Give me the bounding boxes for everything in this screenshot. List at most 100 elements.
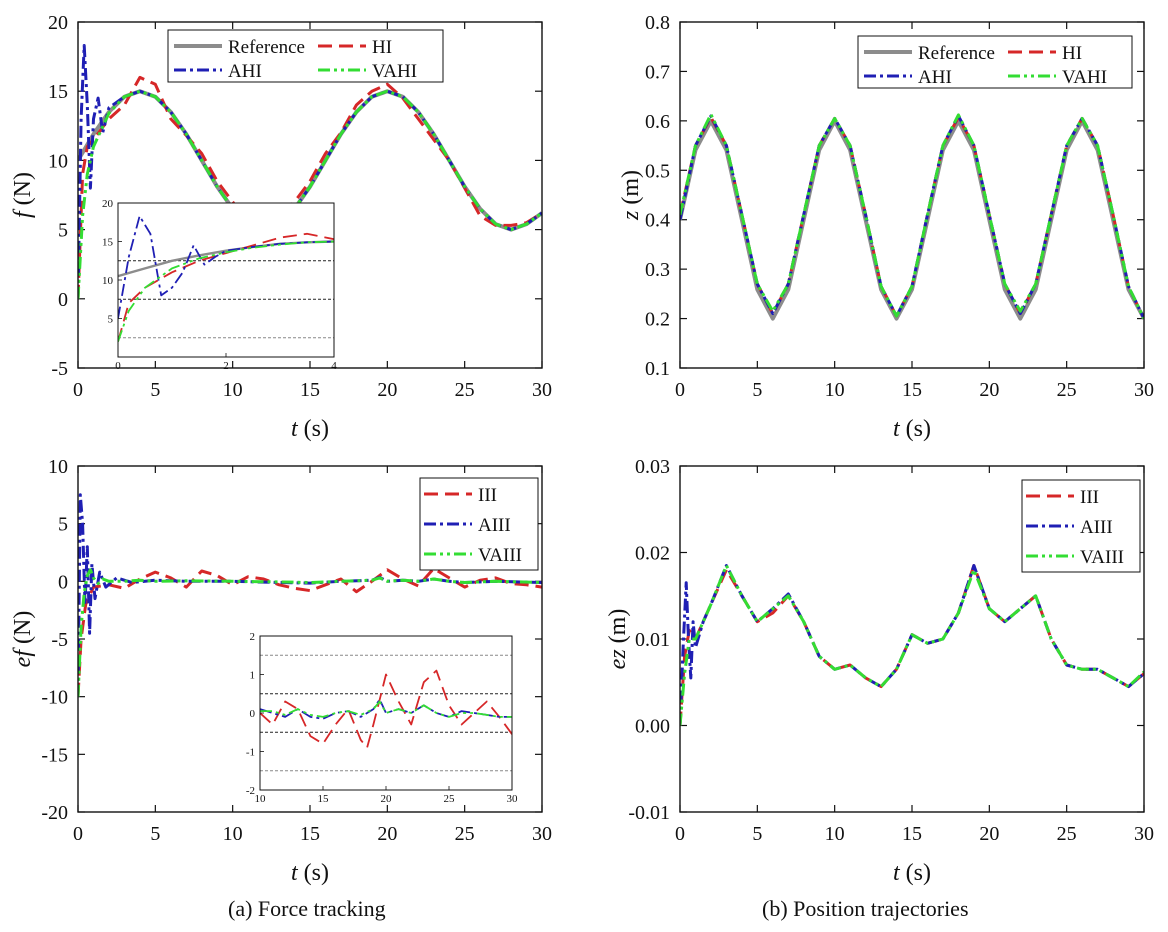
x-tick-label: 0: [675, 823, 685, 845]
series-group: [78, 493, 542, 697]
inset-x-tick-label: 4: [331, 360, 337, 372]
x-tick-label: 30: [532, 379, 552, 401]
x-tick-label: 5: [150, 379, 160, 401]
x-tick-label: 25: [455, 379, 475, 401]
chart-position_error: 0 5 10 15 20 25 30 -0.01 0.00 0.01 0.02 0.03 t (s) ez…: [605, 456, 1154, 886]
series-group: [680, 112, 1144, 321]
legend-label-aiii: AIII: [478, 515, 511, 536]
legend-label-hi: HI: [372, 37, 392, 58]
legend-label-vaiii: VAIII: [1080, 547, 1124, 568]
series-line-aiii: [680, 564, 1144, 726]
y-axis-label: ez (m): [605, 609, 631, 670]
x-tick-label: 10: [223, 379, 243, 401]
legend-label-ahi: AHI: [918, 67, 952, 88]
y-tick-label: 10: [48, 456, 68, 478]
y-tick-label: 0: [58, 289, 68, 311]
x-tick-label: 0: [73, 379, 83, 401]
inset-x-tick-label: 10: [255, 793, 267, 805]
x-tick-label: 5: [752, 379, 762, 401]
x-axis-label: t (s): [291, 416, 329, 442]
y-tick-label: -15: [41, 744, 68, 766]
inset-series-group: [260, 669, 512, 749]
plot-frame: [77, 465, 543, 813]
x-tick-label: 30: [1134, 379, 1154, 401]
y-axis-label: z (m): [618, 170, 644, 221]
series-group: [680, 564, 1144, 726]
series-line-iii: [78, 567, 542, 697]
y-axis-label: f (N): [10, 172, 36, 218]
x-tick-label: 15: [902, 823, 922, 845]
series-line-iii: [260, 669, 512, 749]
inset-y-tick-label: 1: [250, 670, 256, 682]
y-tick-label: 15: [48, 81, 68, 103]
x-tick-label: 10: [825, 823, 845, 845]
y-tick-label: 0.00: [635, 716, 670, 738]
y-tick-label: 0.02: [635, 543, 670, 565]
y-tick-label: 0.1: [645, 358, 670, 380]
inset-force: 0 2 4 5 10 15 20: [102, 198, 337, 372]
x-axis-label: t (s): [893, 860, 931, 886]
legend-label-hi: HI: [1062, 43, 1082, 64]
legend-label-ahi: AHI: [228, 61, 262, 82]
series-line-iii: [680, 564, 1144, 726]
y-tick-label: 0.3: [645, 259, 670, 281]
chart-position: 0 5 10 15 20 25 30 0.1 0.2 0.3 0.4 0.5 0.6 0.7 0.8 t (s…: [618, 12, 1154, 442]
inset-series-group: [118, 215, 334, 342]
legend-label-reference: Reference: [918, 43, 995, 64]
x-axis-label: t (s): [893, 416, 931, 442]
inset-y-tick-label: 15: [102, 237, 114, 249]
legend-position_error: III AIII VAIII: [1021, 479, 1141, 573]
y-tick-label: 0.2: [645, 309, 670, 331]
x-tick-label: 0: [73, 823, 83, 845]
x-tick-label: 20: [377, 379, 397, 401]
x-tick-label: 5: [752, 823, 762, 845]
inset-y-tick-label: 10: [102, 275, 114, 287]
y-tick-label: 10: [48, 150, 68, 172]
caption-right: (b) Position trajectories: [762, 896, 969, 921]
plot-frame: [77, 21, 543, 369]
legend-label-reference: Reference: [228, 37, 305, 58]
x-tick-label: 0: [675, 379, 685, 401]
legend-label-vahi: VAHI: [1062, 67, 1107, 88]
legend-label-iii: III: [478, 485, 497, 506]
inset-y-tick-label: -1: [246, 747, 255, 759]
y-tick-label: 0.01: [635, 629, 670, 651]
legend-box: [1021, 479, 1141, 573]
caption-left: (a) Force tracking: [228, 896, 386, 921]
plot-frame: [679, 465, 1145, 813]
x-tick-label: 30: [532, 823, 552, 845]
x-axis-label: t (s): [291, 860, 329, 886]
legend-box: [167, 29, 444, 83]
y-tick-label: 5: [58, 514, 68, 536]
series-line-vaiii: [260, 700, 512, 718]
inset-force_error: 10 15 20 25 30 -2 -1 0 1 2: [246, 631, 518, 805]
y-tick-label: 5: [58, 220, 68, 242]
inset-y-tick-label: 20: [102, 198, 114, 210]
x-tick-label: 15: [902, 379, 922, 401]
legend-force: Reference HI AHI VAHI: [167, 29, 444, 83]
inset-x-tick-label: 25: [444, 793, 456, 805]
x-tick-label: 25: [1057, 379, 1077, 401]
inset-x-tick-label: 30: [507, 793, 519, 805]
x-tick-label: 25: [455, 823, 475, 845]
legend-box: [419, 477, 539, 571]
y-tick-label: -5: [51, 629, 68, 651]
plot-frame: [679, 21, 1145, 369]
inset-y-tick-label: 5: [108, 314, 114, 326]
y-tick-label: 0.6: [645, 111, 670, 133]
series-line-vaiii: [78, 568, 542, 697]
legend-position: Reference HI AHI VAHI: [857, 35, 1133, 89]
x-tick-label: 25: [1057, 823, 1077, 845]
x-tick-label: 20: [979, 823, 999, 845]
inset-y-tick-label: 0: [250, 708, 256, 720]
y-tick-label: 0.5: [645, 160, 670, 182]
x-tick-label: 10: [223, 823, 243, 845]
y-axis-label: ef (N): [10, 611, 36, 668]
legend-label-vahi: VAHI: [372, 61, 417, 82]
series-line-vahi: [118, 240, 334, 342]
x-tick-label: 15: [300, 823, 320, 845]
series-line-vaiii: [680, 564, 1144, 726]
